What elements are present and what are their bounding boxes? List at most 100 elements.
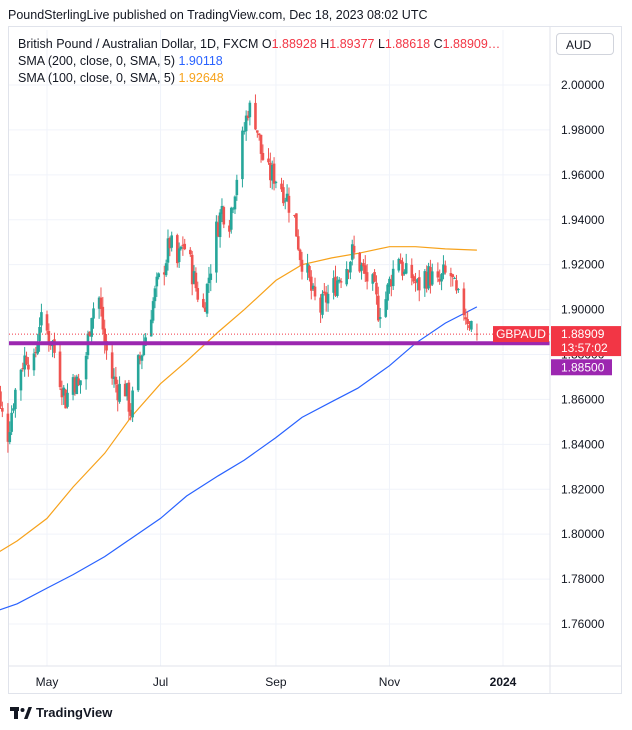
candle-body	[228, 225, 231, 232]
candle-body	[376, 295, 380, 321]
y-tick-label: 1.96000	[561, 168, 605, 182]
candle-body	[84, 355, 88, 380]
candle-body	[267, 158, 270, 163]
candle-body	[475, 333, 479, 335]
candle-body	[306, 263, 309, 273]
candle-body	[53, 339, 56, 353]
low-value: 1.88618	[384, 37, 431, 51]
candle-body	[88, 331, 92, 336]
candle-body	[215, 221, 218, 273]
candle-body	[62, 387, 66, 396]
candle-body	[345, 268, 348, 285]
y-tick-label: 1.94000	[561, 213, 605, 227]
candle-body	[235, 179, 239, 196]
y-tick-label: 1.80000	[561, 527, 605, 541]
candle-body	[116, 384, 120, 401]
candle-body	[129, 409, 133, 416]
candle-body	[189, 249, 192, 255]
countdown-label: 13:57:02	[561, 341, 608, 355]
candle-body	[244, 115, 248, 132]
symbol-title[interactable]: British Pound / Australian Dollar, 1D, F…	[18, 37, 259, 51]
candle-body	[417, 277, 421, 291]
sma-200-line	[0, 306, 478, 611]
candle-body	[190, 254, 194, 285]
tradingview-footer[interactable]: TradingView	[10, 705, 112, 720]
candle-body	[75, 376, 79, 395]
symbol-tag-label: GBPAUD	[496, 327, 546, 341]
candle-body	[125, 383, 129, 397]
candle-body	[0, 391, 2, 407]
candle-body	[309, 276, 313, 291]
candle-body	[378, 317, 382, 319]
candle-body	[451, 274, 455, 278]
candle-body	[27, 364, 30, 370]
candle-body	[410, 264, 414, 279]
candle-body	[60, 388, 64, 398]
candle-body	[466, 319, 469, 325]
candle-body	[336, 280, 339, 296]
candle-body	[425, 271, 428, 289]
y-tick-label: 1.82000	[561, 482, 605, 496]
candle-body	[153, 288, 157, 302]
x-tick-label: May	[36, 675, 59, 689]
candle-body	[183, 243, 187, 250]
high-value: 1.89377	[329, 37, 375, 51]
candle-body	[166, 238, 170, 263]
x-tick-label: Jul	[153, 675, 168, 689]
candle-body	[73, 377, 77, 393]
sma100-label[interactable]: SMA (100, close, 0, SMA, 5)	[18, 71, 176, 85]
candle-body	[205, 283, 209, 314]
candle-body	[248, 102, 252, 118]
candle-body	[32, 353, 36, 371]
candle-body	[175, 235, 179, 264]
candle-body	[363, 265, 367, 274]
candle-body	[358, 252, 361, 272]
candle-body	[470, 320, 473, 330]
candle-body	[282, 187, 285, 204]
candle-body	[222, 207, 226, 225]
candle-body	[440, 274, 443, 282]
low-label: L	[377, 37, 385, 51]
y-tick-label: 2.00000	[561, 78, 605, 92]
candle-body	[138, 356, 142, 359]
candle-body	[112, 376, 116, 380]
candle-body	[352, 245, 356, 253]
level-tag-value: 1.88500	[561, 360, 605, 374]
candle-body	[90, 318, 93, 337]
sma100-value: 1.92648	[178, 71, 224, 85]
candle-body	[326, 293, 330, 304]
candle-body	[127, 382, 131, 412]
sma200-label[interactable]: SMA (200, close, 0, SMA, 5)	[18, 54, 176, 68]
open-value: 1.88928	[271, 37, 317, 51]
candle-body	[455, 280, 458, 291]
candle-body	[373, 272, 376, 282]
candle-body	[118, 383, 121, 402]
currency-button[interactable]: AUD	[556, 33, 614, 55]
candle-body	[399, 260, 402, 264]
close-label: C	[433, 37, 443, 51]
candle-body	[6, 413, 10, 442]
candle-body	[337, 279, 341, 282]
candle-body	[274, 181, 278, 184]
candle-body	[140, 355, 144, 361]
candle-body	[19, 369, 23, 391]
y-tick-label: 1.78000	[561, 572, 605, 586]
candle-body	[449, 273, 453, 277]
candle-body	[298, 249, 302, 261]
candle-body	[202, 298, 205, 308]
sma-200-path	[0, 306, 478, 611]
candle-body	[36, 342, 39, 354]
candle-body	[254, 102, 257, 130]
candle-body	[136, 355, 140, 391]
candle-body	[14, 389, 17, 410]
candle-body	[220, 205, 224, 215]
candle-body	[151, 301, 155, 321]
candle-body	[209, 273, 213, 280]
candle-body	[97, 297, 101, 309]
candle-body	[436, 271, 440, 278]
candle-body	[218, 212, 222, 238]
candle-body	[21, 368, 25, 370]
candle-body	[270, 164, 274, 181]
